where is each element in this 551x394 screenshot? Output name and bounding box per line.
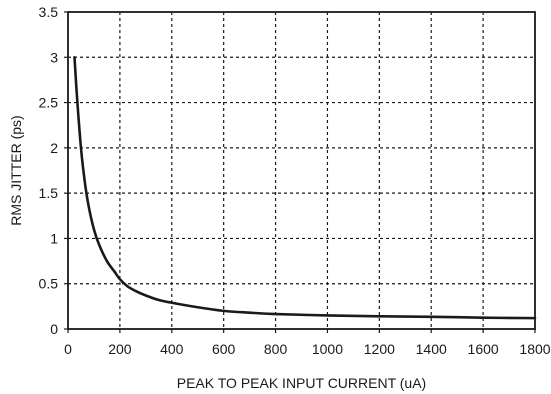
x-tick-label: 0 [64, 341, 72, 357]
x-axis-label: PEAK TO PEAK INPUT CURRENT (uA) [177, 375, 426, 391]
y-tick-label: 3 [50, 49, 58, 65]
x-tick-labels: 0 200 400 600 800 1000 1200 1400 1600 1800 [64, 341, 551, 357]
y-tick-label: 0 [50, 321, 58, 337]
grid-lines [68, 12, 535, 329]
y-tick-label: 2.5 [39, 95, 59, 111]
y-tick-label: 3.5 [39, 4, 59, 20]
x-tick-label: 400 [160, 341, 184, 357]
jitter-curve [73, 55, 537, 320]
y-tick-label: 2 [50, 140, 58, 156]
x-tick-label: 1400 [416, 341, 447, 357]
y-tick-label: 1.5 [39, 185, 59, 201]
x-tick-label: 800 [264, 341, 288, 357]
x-tick-label: 1200 [364, 341, 395, 357]
y-tick-label: 0.5 [39, 276, 59, 292]
y-axis-label: RMS JITTER (ps) [8, 115, 24, 225]
tick-marks [64, 11, 536, 333]
x-tick-label: 1600 [468, 341, 499, 357]
plot-frame [67, 11, 536, 330]
x-tick-label: 600 [212, 341, 236, 357]
x-tick-label: 1000 [312, 341, 343, 357]
y-tick-labels: 0 0.5 1 1.5 2 2.5 3 3.5 [39, 4, 59, 337]
y-tick-label: 1 [50, 230, 58, 246]
x-tick-label: 1800 [519, 341, 550, 357]
x-tick-label: 200 [108, 341, 132, 357]
